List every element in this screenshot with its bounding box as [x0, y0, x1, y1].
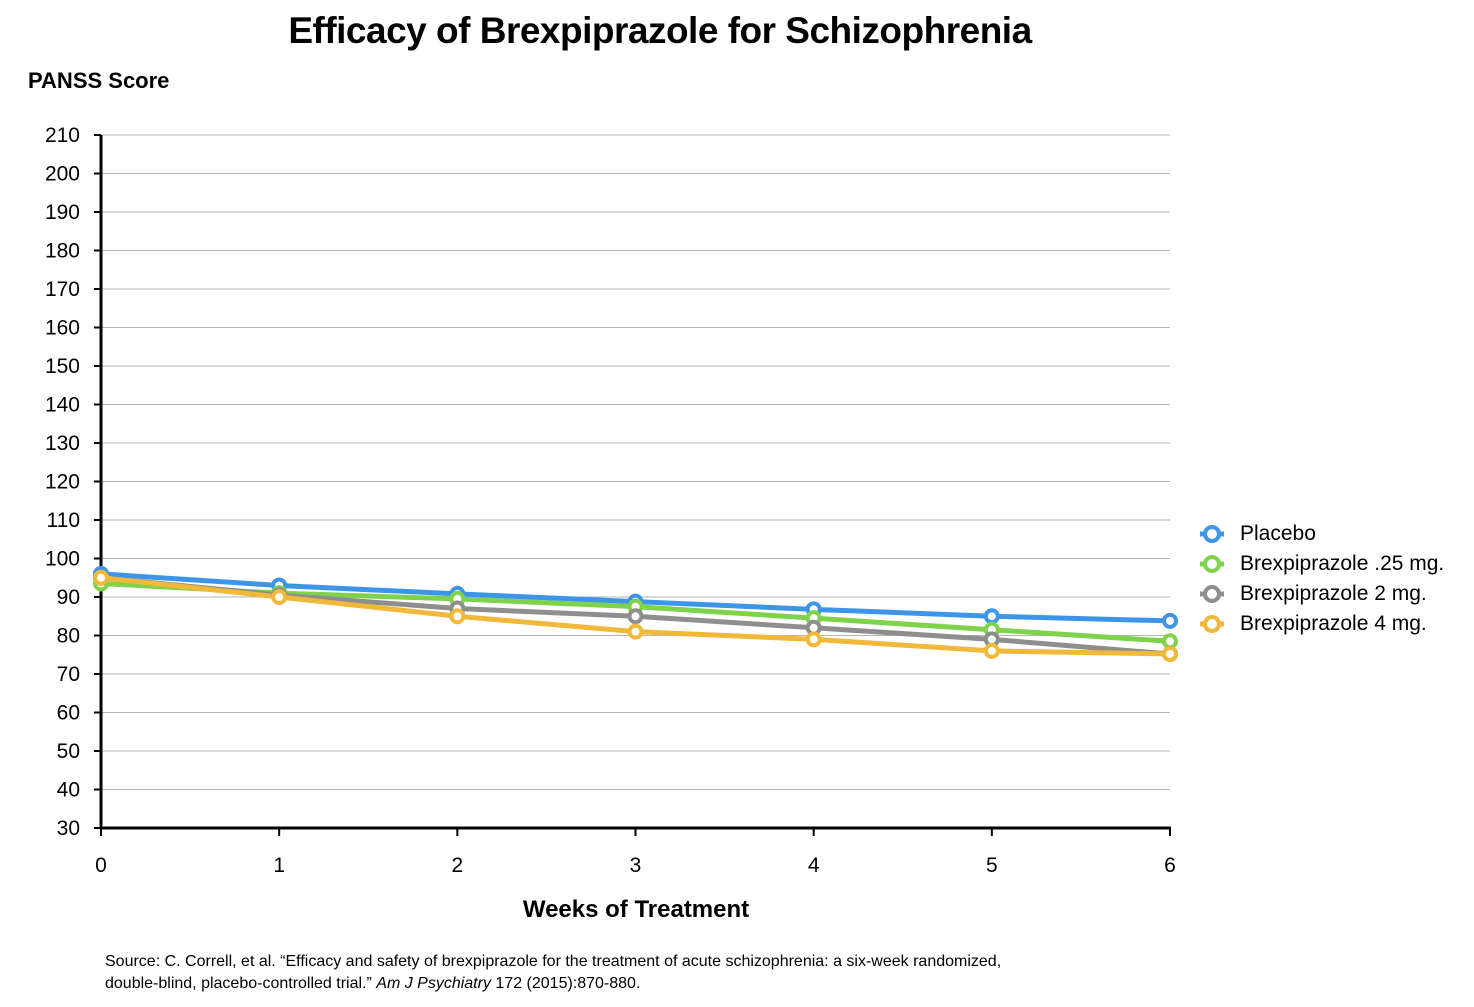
- y-tick-label: 170: [45, 278, 80, 301]
- y-tick-label: 100: [45, 548, 80, 571]
- legend-item: Brexpiprazole .25 mg.: [1196, 549, 1444, 579]
- data-point: [93, 569, 109, 586]
- x-tick-label: 6: [1164, 854, 1176, 877]
- data-point: [805, 631, 822, 648]
- x-tick-label: 5: [986, 854, 998, 877]
- y-tick-label: 110: [47, 509, 80, 532]
- data-point: [627, 608, 644, 625]
- data-point: [1162, 645, 1178, 662]
- y-tick-label: 180: [45, 240, 80, 263]
- y-tick-label: 90: [57, 586, 80, 609]
- y-tick-label: 190: [45, 201, 80, 224]
- data-point: [271, 589, 288, 605]
- legend-marker: [1200, 615, 1224, 633]
- y-tick-label: 40: [57, 779, 80, 802]
- data-point: [1162, 612, 1178, 629]
- y-tick-label: 120: [45, 471, 80, 494]
- y-tick-label: 160: [45, 317, 80, 340]
- y-axis-label: PANSS Score: [28, 68, 170, 93]
- y-tick-label: 70: [57, 663, 80, 686]
- legend-label: Brexpiprazole 2 mg.: [1240, 582, 1427, 605]
- legend-item: Placebo: [1196, 519, 1444, 549]
- y-tick-label: 140: [45, 394, 80, 417]
- chart-title: Efficacy of Brexpiprazole for Schizophre…: [288, 10, 1032, 51]
- legend-label: Brexpiprazole .25 mg.: [1240, 552, 1445, 575]
- data-point: [449, 608, 466, 625]
- legend-label: Placebo: [1240, 522, 1316, 545]
- data-point: [983, 642, 1000, 659]
- source-line-2: double-blind, placebo-controlled trial.”: [105, 975, 377, 992]
- legend-marker: [1200, 555, 1224, 573]
- data-point: [1162, 633, 1178, 650]
- legend-circle: [1203, 615, 1221, 633]
- data-point: [627, 623, 644, 640]
- x-tick-label: 2: [451, 854, 463, 877]
- y-tick-label: 200: [45, 163, 80, 186]
- data-point: [983, 608, 1000, 625]
- source-line-1: Source: C. Correll, et al. “Efficacy and…: [105, 953, 1002, 970]
- legend-circle: [1203, 525, 1221, 543]
- source-journal: Am J Psychiatry: [376, 975, 491, 992]
- y-tick-label: 30: [57, 817, 80, 840]
- x-tick-label: 1: [273, 854, 285, 877]
- x-tick-label: 4: [808, 854, 820, 877]
- x-tick-label: 0: [95, 854, 107, 877]
- y-tick-label: 80: [57, 625, 80, 648]
- y-tick-label: 130: [45, 432, 80, 455]
- y-tick-label: 150: [45, 355, 80, 378]
- source-line-2-tail: 172 (2015):870-880.: [490, 975, 641, 992]
- legend-marker: [1200, 585, 1224, 603]
- legend-item: Brexpiprazole 2 mg.: [1196, 579, 1444, 609]
- legend-circle: [1203, 555, 1221, 573]
- y-tick-label: 210: [45, 124, 80, 147]
- x-axis-label: Weeks of Treatment: [522, 896, 750, 923]
- y-tick-label: 60: [57, 702, 80, 725]
- legend-marker: [1200, 525, 1224, 543]
- legend-label: Brexpiprazole 4 mg.: [1240, 612, 1427, 635]
- x-tick-label: 3: [630, 854, 642, 877]
- legend-item: Brexpiprazole 4 mg.: [1196, 609, 1444, 639]
- y-tick-label: 50: [57, 740, 80, 763]
- chart-legend: Placebo Brexpiprazole .25 mg. Brexpiprazol…: [1196, 519, 1444, 639]
- source-citation: Source: C. Correll, et al. “Efficacy and…: [105, 951, 1001, 995]
- legend-circle: [1203, 585, 1221, 603]
